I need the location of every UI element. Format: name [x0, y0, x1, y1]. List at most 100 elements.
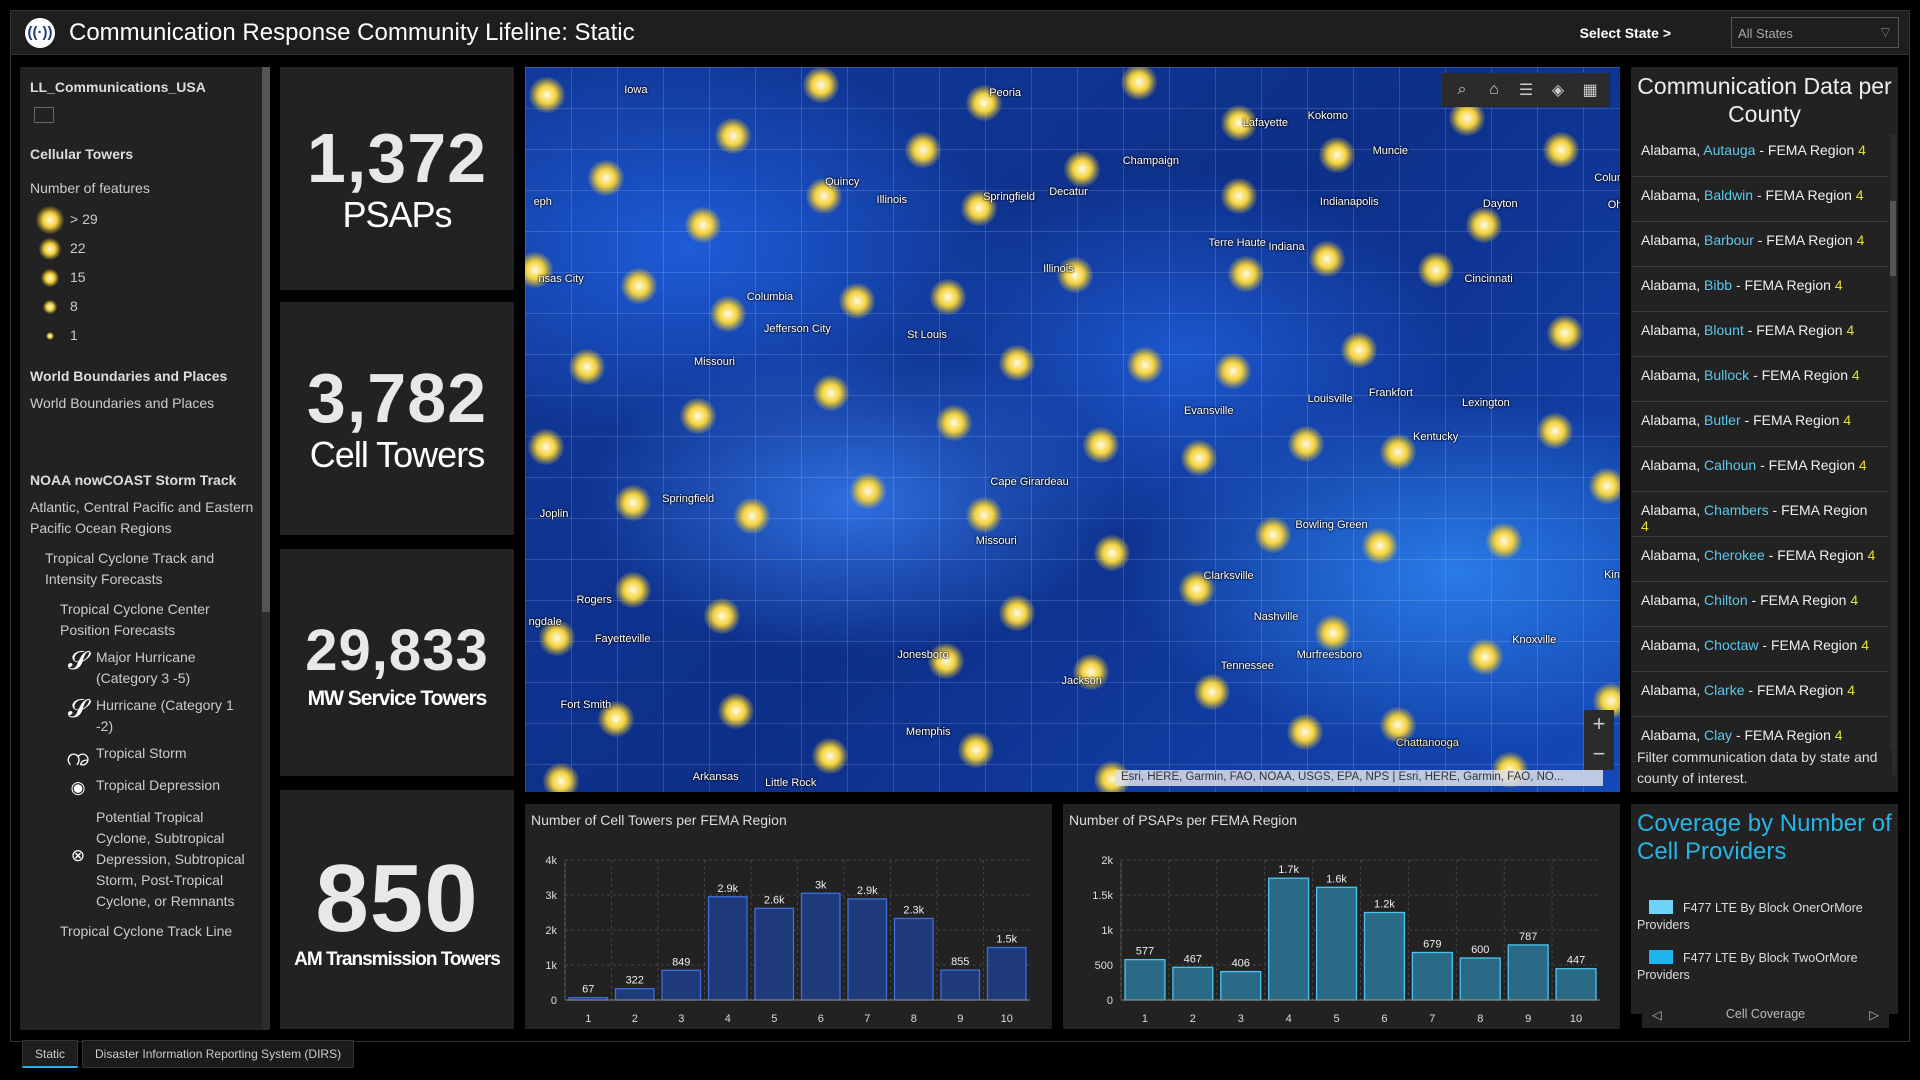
cell-tower-cluster[interactable] — [715, 117, 752, 154]
basemap-gallery-icon[interactable]: ▦ — [1582, 82, 1598, 99]
cell-tower-cluster[interactable] — [733, 498, 770, 535]
cell-tower-cluster[interactable] — [1255, 516, 1292, 553]
cell-tower-cluster[interactable] — [1315, 614, 1352, 651]
cell-tower-cluster[interactable] — [905, 132, 942, 169]
bar[interactable] — [614, 988, 655, 1001]
legend-list-icon[interactable]: ☰ — [1518, 82, 1534, 99]
county-list-item[interactable]: Alabama, Cherokee - FEMA Region 4 — [1631, 537, 1888, 582]
cell-tower-cluster[interactable] — [1288, 426, 1325, 463]
cell-tower-cluster[interactable] — [1588, 467, 1620, 504]
cell-tower-cluster[interactable] — [961, 189, 998, 226]
cell-tower-cluster[interactable] — [1221, 177, 1258, 214]
cell-tower-cluster[interactable] — [1543, 132, 1580, 169]
county-list-item[interactable]: Alabama, Chambers - FEMA Region 4 — [1631, 492, 1888, 537]
map-attribution[interactable]: Esri, HERE, Garmin, FAO, NOAA, USGS, EPA… — [1115, 770, 1603, 786]
county-list-item[interactable]: Alabama, Bibb - FEMA Region 4 — [1631, 267, 1888, 312]
bar[interactable] — [1363, 911, 1406, 1001]
cell-tower-cluster[interactable] — [838, 282, 875, 319]
cell-tower-cluster[interactable] — [999, 345, 1036, 382]
cell-tower-cluster[interactable] — [957, 732, 994, 769]
cell-tower-cluster[interactable] — [1380, 706, 1417, 743]
county-list-item[interactable]: Alabama, Calhoun - FEMA Region 4 — [1631, 447, 1888, 492]
bar[interactable] — [1220, 970, 1262, 1001]
cell-tower-cluster[interactable] — [1194, 673, 1231, 710]
cell-tower-cluster[interactable] — [614, 484, 651, 521]
bar[interactable] — [1315, 886, 1358, 1001]
cell-tower-cluster[interactable] — [1180, 439, 1217, 476]
chevron-right-icon[interactable]: ▷ — [1869, 1007, 1879, 1022]
bar[interactable] — [1124, 958, 1166, 1001]
county-list-item[interactable]: Alabama, Clarke - FEMA Region 4 — [1631, 672, 1888, 717]
cell-tower-cluster[interactable] — [1056, 257, 1093, 294]
cell-tower-cluster[interactable] — [1467, 639, 1504, 676]
cell-tower-cluster[interactable] — [1120, 67, 1157, 100]
bar[interactable] — [893, 917, 934, 1001]
cell-tower-cluster[interactable] — [849, 472, 886, 509]
cell-tower-cluster[interactable] — [1179, 570, 1216, 607]
bar[interactable] — [1172, 966, 1214, 1001]
cell-tower-cluster[interactable] — [620, 268, 657, 305]
cell-tower-cluster[interactable] — [803, 67, 840, 104]
zoom-out-button[interactable]: − — [1592, 741, 1606, 766]
scrollbar-thumb[interactable] — [1890, 201, 1896, 276]
zoom-in-button[interactable]: + — [1592, 711, 1606, 736]
bar[interactable] — [940, 969, 981, 1001]
county-list-item[interactable]: Alabama, Barbour - FEMA Region 4 — [1631, 222, 1888, 267]
cell-tower-cluster[interactable] — [966, 84, 1003, 121]
cell-tower-cluster[interactable] — [1287, 713, 1324, 750]
cell-tower-cluster[interactable] — [1072, 653, 1109, 690]
bar[interactable] — [1555, 968, 1597, 1001]
bar[interactable] — [1507, 944, 1549, 1001]
cell-tower-cluster[interactable] — [1082, 427, 1119, 464]
county-list-item[interactable]: Alabama, Choctaw - FEMA Region 4 — [1631, 627, 1888, 672]
cell-tower-cluster[interactable] — [1546, 314, 1583, 351]
scrollbar-thumb[interactable] — [262, 67, 270, 612]
cell-tower-cluster[interactable] — [1485, 522, 1522, 559]
layers-icon[interactable]: ◈ — [1551, 82, 1565, 99]
cell-tower-cluster[interactable] — [1126, 346, 1163, 383]
cell-tower-cluster[interactable] — [1466, 206, 1503, 243]
cell-tower-cluster[interactable] — [597, 700, 634, 737]
bar[interactable] — [754, 907, 795, 1001]
cell-tower-cluster[interactable] — [542, 762, 579, 792]
county-list-item[interactable]: Alabama, Autauga - FEMA Region 4 — [1631, 132, 1888, 177]
cell-tower-cluster[interactable] — [928, 642, 965, 679]
cell-tower-cluster[interactable] — [529, 77, 566, 114]
bar[interactable] — [986, 946, 1027, 1001]
cell-tower-cluster[interactable] — [1214, 352, 1251, 389]
cell-tower-cluster[interactable] — [684, 206, 721, 243]
cell-tower-cluster[interactable] — [1221, 105, 1258, 142]
cell-tower-cluster[interactable] — [679, 398, 716, 435]
search-icon[interactable]: ⌕ — [1457, 81, 1467, 98]
cell-tower-cluster[interactable] — [1319, 137, 1356, 174]
cell-tower-cluster[interactable] — [999, 595, 1036, 632]
cell-tower-cluster[interactable] — [813, 374, 850, 411]
cell-tower-cluster[interactable] — [1380, 433, 1417, 470]
tab-dirs[interactable]: Disaster Information Reporting System (D… — [82, 1040, 355, 1068]
cell-tower-cluster[interactable] — [935, 405, 972, 442]
cell-tower-cluster[interactable] — [1228, 255, 1265, 292]
cell-tower-cluster[interactable] — [1418, 252, 1455, 289]
county-list-item[interactable]: Alabama, Baldwin - FEMA Region 4 — [1631, 177, 1888, 222]
cell-tower-cluster[interactable] — [704, 597, 741, 634]
home-icon[interactable]: ⌂ — [1489, 81, 1499, 98]
bar[interactable] — [847, 898, 888, 1001]
bar[interactable] — [1459, 957, 1501, 1001]
cell-tower-cluster[interactable] — [538, 619, 575, 656]
cell-tower-cluster[interactable] — [569, 349, 606, 386]
cell-tower-cluster[interactable] — [966, 497, 1003, 534]
county-list-item[interactable]: Alabama, Chilton - FEMA Region 4 — [1631, 582, 1888, 627]
chevron-left-icon[interactable]: ◁ — [1652, 1007, 1662, 1022]
map-view[interactable]: Iowa Peoria Lafayette Kokomo Muncie Quincy Ill… — [525, 67, 1620, 792]
cell-tower-cluster[interactable] — [587, 160, 624, 197]
county-list-item[interactable]: Alabama, Bullock - FEMA Region 4 — [1631, 357, 1888, 402]
tab-static[interactable]: Static — [22, 1040, 79, 1068]
scrollbar[interactable] — [1890, 135, 1896, 775]
cell-tower-cluster[interactable] — [1537, 412, 1574, 449]
county-list-item[interactable]: Alabama, Butler - FEMA Region 4 — [1631, 402, 1888, 447]
cell-tower-cluster[interactable] — [1361, 527, 1398, 564]
cell-tower-cluster[interactable] — [1341, 331, 1378, 368]
cell-tower-cluster[interactable] — [710, 296, 747, 333]
bar[interactable] — [707, 896, 748, 1001]
bar[interactable] — [661, 969, 702, 1001]
